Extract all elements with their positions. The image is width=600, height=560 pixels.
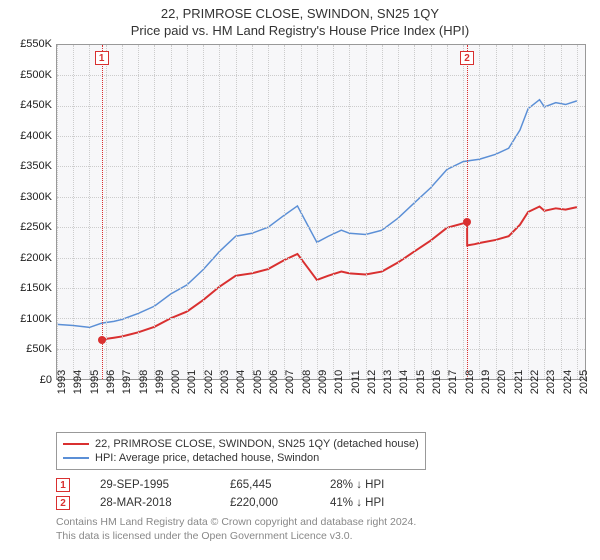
gridline-v <box>479 45 480 379</box>
chart-legend: 22, PRIMROSE CLOSE, SWINDON, SN25 1QY (d… <box>56 432 426 470</box>
y-tick-label: £300K <box>20 191 52 203</box>
gridline-h <box>57 258 585 259</box>
gridline-v <box>317 45 318 379</box>
y-tick-label: £200K <box>20 252 52 264</box>
gridline-v <box>398 45 399 379</box>
gridline-v <box>431 45 432 379</box>
gridline-h <box>57 166 585 167</box>
gridline-v <box>414 45 415 379</box>
gridline-v <box>349 45 350 379</box>
legend-label: HPI: Average price, detached house, Swin… <box>95 452 319 464</box>
x-tick-label: 2025 <box>578 370 600 394</box>
gridline-v <box>106 45 107 379</box>
gridline-v <box>154 45 155 379</box>
footer-attribution: Contains HM Land Registry data © Crown c… <box>56 516 592 543</box>
chart-title: 22, PRIMROSE CLOSE, SWINDON, SN25 1QY <box>8 6 592 21</box>
gridline-v <box>73 45 74 379</box>
y-tick-label: £550K <box>20 38 52 50</box>
gridline-v <box>122 45 123 379</box>
gridline-v <box>187 45 188 379</box>
gridline-h <box>57 227 585 228</box>
gridline-h <box>57 349 585 350</box>
gridline-v <box>496 45 497 379</box>
transaction-price: £65,445 <box>230 479 300 491</box>
gridline-v <box>333 45 334 379</box>
gridline-v <box>268 45 269 379</box>
marker-line <box>467 45 468 379</box>
transaction-row: 2 28-MAR-2018 £220,000 41% ↓ HPI <box>56 494 592 512</box>
gridline-h <box>57 318 585 319</box>
chart-subtitle: Price paid vs. HM Land Registry's House … <box>8 23 592 38</box>
marker-box: 1 <box>95 51 109 65</box>
transaction-date: 29-SEP-1995 <box>100 479 200 491</box>
y-tick-label: £50K <box>26 343 52 355</box>
gridline-h <box>57 136 585 137</box>
gridline-v <box>236 45 237 379</box>
gridline-v <box>57 45 58 379</box>
x-axis: 1993199419951996199719981999200020012002… <box>56 380 586 404</box>
legend-swatch <box>63 457 89 459</box>
gridline-v <box>544 45 545 379</box>
legend-swatch <box>63 443 89 445</box>
gridline-v <box>301 45 302 379</box>
chart-container: 22, PRIMROSE CLOSE, SWINDON, SN25 1QY Pr… <box>0 0 600 560</box>
gridline-h <box>57 75 585 76</box>
gridline-v <box>252 45 253 379</box>
transaction-table: 1 29-SEP-1995 £65,445 28% ↓ HPI 2 28-MAR-2018… <box>56 476 592 512</box>
transaction-hpi: 28% ↓ HPI <box>330 479 420 491</box>
marker-dot <box>98 336 106 344</box>
y-tick-label: £350K <box>20 160 52 172</box>
gridline-v <box>528 45 529 379</box>
gridline-h <box>57 106 585 107</box>
gridline-v <box>366 45 367 379</box>
transaction-price: £220,000 <box>230 497 300 509</box>
gridline-v <box>138 45 139 379</box>
y-tick-label: £100K <box>20 313 52 325</box>
legend-entry: 22, PRIMROSE CLOSE, SWINDON, SN25 1QY (d… <box>63 437 419 451</box>
gridline-v <box>561 45 562 379</box>
gridline-v <box>512 45 513 379</box>
marker-dot <box>463 218 471 226</box>
gridline-v <box>203 45 204 379</box>
gridline-h <box>57 288 585 289</box>
chart-svg <box>57 45 585 379</box>
y-tick-label: £150K <box>20 282 52 294</box>
plot-area: 12 <box>56 44 586 380</box>
gridline-v <box>89 45 90 379</box>
transaction-hpi: 41% ↓ HPI <box>330 497 420 509</box>
y-tick-label: £450K <box>20 99 52 111</box>
y-tick-label: £400K <box>20 130 52 142</box>
gridline-v <box>463 45 464 379</box>
gridline-v <box>382 45 383 379</box>
gridline-v <box>219 45 220 379</box>
footer-line-2: This data is licensed under the Open Gov… <box>56 530 592 544</box>
y-tick-label: £0 <box>40 374 52 386</box>
chart-area: £0 £50K £100K £150K £200K £250K £300K £350K £400… <box>8 44 592 404</box>
y-tick-label: £500K <box>20 69 52 81</box>
marker-line <box>102 45 103 379</box>
footer-line-1: Contains HM Land Registry data © Crown c… <box>56 516 592 530</box>
gridline-v <box>171 45 172 379</box>
transaction-marker: 2 <box>56 496 70 510</box>
y-tick-label: £250K <box>20 221 52 233</box>
transaction-marker: 1 <box>56 478 70 492</box>
gridline-v <box>577 45 578 379</box>
marker-box: 2 <box>460 51 474 65</box>
gridline-v <box>447 45 448 379</box>
transaction-row: 1 29-SEP-1995 £65,445 28% ↓ HPI <box>56 476 592 494</box>
legend-entry: HPI: Average price, detached house, Swin… <box>63 451 419 465</box>
gridline-h <box>57 197 585 198</box>
gridline-v <box>284 45 285 379</box>
y-axis: £0£50K£100K£150K£200K£250K£300K£350K£400… <box>8 44 56 380</box>
transaction-date: 28-MAR-2018 <box>100 497 200 509</box>
legend-label: 22, PRIMROSE CLOSE, SWINDON, SN25 1QY (d… <box>95 438 419 450</box>
